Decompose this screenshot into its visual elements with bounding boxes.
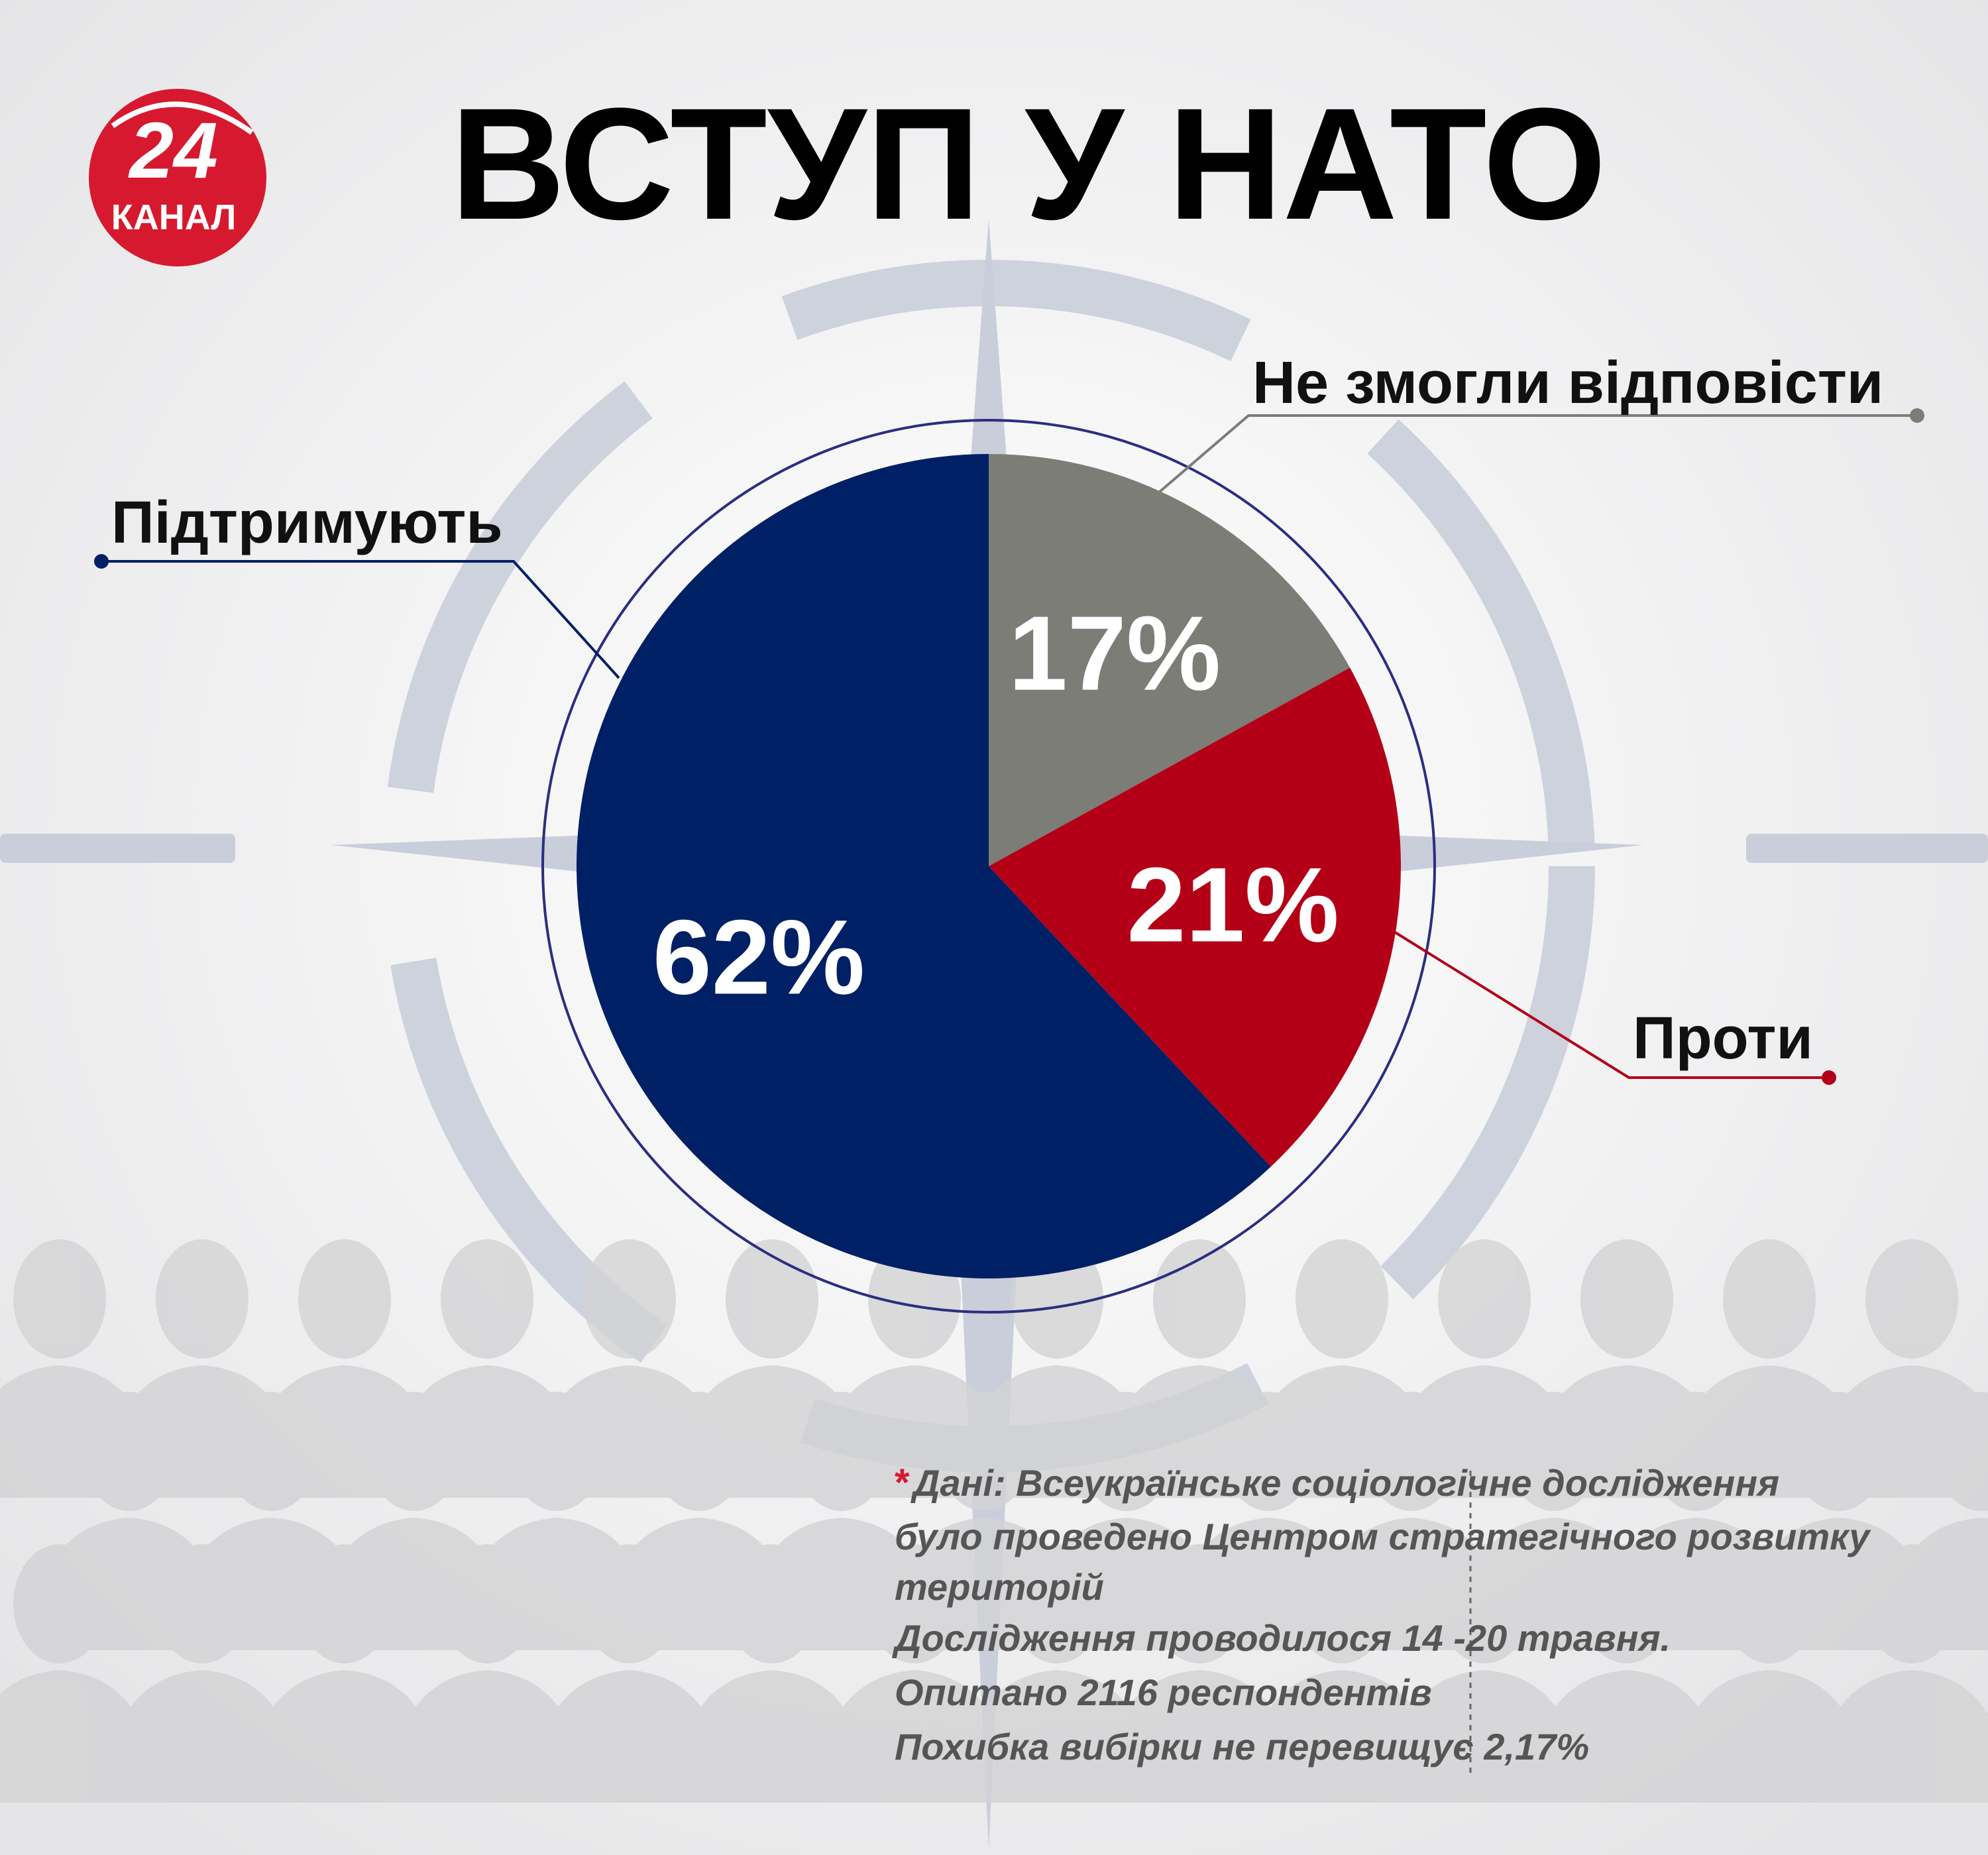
head-silhouette [1223, 1392, 1315, 1511]
head-silhouette [368, 1392, 461, 1511]
head-silhouette [83, 1392, 176, 1511]
footnote-marker: * [895, 1461, 910, 1504]
pie: 17% 21% 62% [576, 454, 1401, 1278]
leader-line [1158, 414, 1917, 493]
compass-bar [1746, 834, 1988, 863]
logo-name: КАНАЛ [111, 197, 237, 237]
head-silhouette [298, 1544, 391, 1663]
leader-line [101, 560, 620, 679]
head-silhouette [1011, 1544, 1103, 1663]
head-silhouette [653, 1392, 746, 1511]
compass-bar [0, 834, 235, 863]
head-silhouette [1865, 1544, 1958, 1663]
head-silhouette [13, 1544, 106, 1663]
footnote: * Дані: Всеукраїнське соціологічне дослід… [892, 1461, 1871, 1768]
category-label: Проти [1633, 1005, 1813, 1072]
head-silhouette [1438, 1239, 1531, 1359]
logo-circle [89, 89, 266, 266]
pie-outer-ring [541, 419, 1436, 1314]
leader-dot [1822, 1070, 1836, 1085]
head-silhouette [938, 1392, 1030, 1511]
body-silhouette [1812, 1670, 1988, 1803]
pie-slice [576, 454, 1271, 1278]
head-silhouette [1580, 1239, 1673, 1359]
leader-line [1393, 930, 1829, 1079]
head-silhouette [1580, 1544, 1673, 1663]
head-silhouette [1438, 1544, 1531, 1663]
footnote-line: було проведено Центром стратегічного роз… [895, 1516, 1871, 1557]
head-silhouette [441, 1544, 533, 1663]
head-silhouette [1723, 1544, 1816, 1663]
head-silhouette [795, 1392, 888, 1511]
head-silhouette [868, 1544, 961, 1663]
pie-slice [989, 454, 1351, 866]
logo-arc [111, 101, 254, 135]
head-silhouette [1296, 1239, 1388, 1359]
value-label: 62% [653, 897, 865, 1016]
category-label: Підтримують [111, 490, 503, 556]
footnote-line: територій [895, 1566, 1104, 1608]
head-silhouette [1935, 1392, 1988, 1511]
value-label: 17% [1009, 594, 1221, 712]
pie-slice [989, 667, 1401, 1167]
head-silhouette [1153, 1239, 1246, 1359]
head-silhouette [1723, 1239, 1816, 1359]
footnote-line: Опитано 2116 респондентів [895, 1671, 1432, 1713]
head-silhouette [13, 1239, 106, 1359]
head-silhouette [1865, 1239, 1958, 1359]
leader-dot [1910, 408, 1924, 423]
footnote-line: Дослідження проводилося 14 -20 травня. [892, 1617, 1671, 1659]
chart-title: ВСТУП У НАТО [451, 75, 1607, 253]
crowd-silhouettes [0, 1239, 1988, 1803]
value-label: 21% [1127, 845, 1339, 964]
head-silhouette [1365, 1392, 1458, 1511]
head-silhouette [1793, 1392, 1885, 1511]
leader-dot [94, 554, 109, 569]
head-silhouette [726, 1544, 818, 1663]
footnote-line: Похибка вибірки не перевищує 2,17% [895, 1726, 1589, 1768]
category-label: Не змогли відповісти [1252, 350, 1883, 416]
head-silhouette [441, 1239, 533, 1359]
head-silhouette [225, 1392, 318, 1511]
head-silhouette [298, 1239, 391, 1359]
head-silhouette [1080, 1392, 1173, 1511]
head-silhouette [583, 1239, 676, 1359]
head-silhouette [1508, 1392, 1600, 1511]
logo: 24 КАНАЛ [89, 89, 266, 266]
head-silhouette [156, 1544, 248, 1663]
head-silhouette [583, 1544, 676, 1663]
head-silhouette [510, 1392, 603, 1511]
head-silhouette [1153, 1544, 1246, 1663]
footnote-line: Дані: Всеукраїнське соціологічне дослідж… [911, 1462, 1779, 1504]
logo-number: 24 [128, 106, 217, 195]
head-silhouette [1650, 1392, 1743, 1511]
head-silhouette [156, 1239, 248, 1359]
head-silhouette [1296, 1544, 1388, 1663]
